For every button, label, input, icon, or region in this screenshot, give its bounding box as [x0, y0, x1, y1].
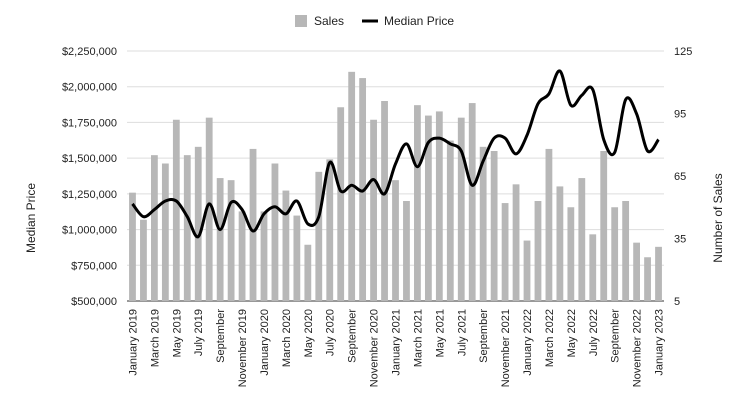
sales-bar — [129, 192, 136, 301]
left-tick-label: $1,500,000 — [62, 153, 117, 165]
x-tick-label: May 2022 — [566, 309, 578, 357]
sales-bar — [205, 117, 213, 302]
left-tick-label: $500,000 — [71, 296, 117, 308]
left-axis-title: Median Price — [24, 183, 38, 253]
sales-bar — [140, 219, 147, 301]
sales-bar — [414, 105, 421, 302]
sales-bar — [260, 211, 268, 301]
x-tick-label: July 2021 — [456, 309, 468, 356]
right-tick-label: 65 — [674, 171, 686, 183]
x-tick-label: September — [478, 309, 490, 363]
sales-bar — [501, 203, 509, 301]
sales-bar — [315, 171, 323, 301]
sales-bar — [655, 246, 662, 301]
sales-bar — [392, 180, 399, 301]
sales-bar — [424, 115, 432, 301]
sales-bar — [468, 103, 476, 301]
x-tick-label: November 2020 — [369, 309, 381, 387]
x-tick-label: March 2022 — [544, 309, 556, 367]
legend: Sales Median Price — [295, 14, 454, 28]
sales-bar — [644, 257, 651, 301]
x-tick-label: January 2019 — [127, 309, 139, 376]
x-tick-label: May 2019 — [171, 309, 183, 357]
sales-bar — [622, 201, 630, 301]
sales-bar — [282, 190, 290, 301]
x-tick-label: May 2021 — [434, 309, 446, 357]
sales-bar — [238, 211, 246, 301]
legend-label-sales: Sales — [314, 14, 344, 28]
sales-bar — [490, 151, 498, 301]
x-tick-label: March 2019 — [149, 309, 161, 367]
sales-bar — [161, 163, 169, 301]
sales-bar — [249, 148, 257, 301]
left-axis-ticks: $500,000 $750,000 $1,000,000 $1,250,000 $1,5… — [62, 46, 117, 308]
x-tick-label: March 2021 — [412, 309, 424, 367]
x-tick-label: January 2023 — [654, 309, 666, 376]
sales-bar — [151, 155, 158, 301]
sales-bar — [183, 155, 191, 301]
sales-bar — [381, 101, 388, 301]
sales-bar — [446, 140, 454, 301]
left-tick-label: $2,250,000 — [62, 46, 117, 58]
sales-bar — [271, 163, 279, 301]
sales-bar — [600, 151, 608, 301]
sales-bar — [457, 117, 465, 302]
left-tick-label: $1,000,000 — [62, 225, 117, 237]
x-tick-label: May 2020 — [303, 309, 315, 357]
sales-bar — [512, 184, 520, 301]
right-tick-label: 5 — [674, 296, 680, 308]
sales-bars — [129, 71, 662, 302]
x-tick-label: July 2020 — [325, 309, 337, 356]
x-tick-label: January 2021 — [391, 309, 403, 376]
sales-bar — [633, 242, 640, 301]
x-tick-label: September — [610, 309, 622, 363]
sales-bar — [337, 107, 345, 301]
sales-bar — [304, 244, 312, 301]
median-price-line — [131, 69, 660, 239]
x-tick-label: March 2020 — [281, 309, 293, 367]
x-tick-label: November 2022 — [632, 309, 644, 387]
sales-bar — [370, 119, 377, 301]
x-tick-label: September — [347, 309, 359, 363]
sales-bar — [567, 207, 575, 301]
right-tick-label: 95 — [674, 109, 686, 121]
x-tick-label: November 2021 — [500, 309, 512, 387]
sales-bar — [479, 146, 487, 301]
sales-bar — [523, 240, 531, 301]
sales-bar — [326, 159, 334, 301]
left-tick-label: $1,250,000 — [62, 189, 117, 201]
sales-bar — [578, 178, 586, 301]
x-tick-label: January 2020 — [259, 309, 271, 376]
x-axis-ticks: January 2019 March 2019 May 2019 July 2019 S… — [127, 309, 665, 388]
sales-bar — [556, 186, 564, 301]
sales-bar — [227, 180, 235, 301]
right-tick-label: 35 — [674, 234, 686, 246]
sales-bar — [545, 148, 553, 301]
sales-bar — [216, 178, 224, 301]
x-tick-label: July 2019 — [193, 309, 205, 356]
x-tick-label: January 2022 — [522, 309, 534, 376]
right-tick-label: 125 — [674, 46, 692, 58]
legend-label-median-price: Median Price — [384, 14, 454, 28]
left-tick-label: $1,750,000 — [62, 117, 117, 129]
sales-bar — [435, 111, 443, 302]
sales-bar — [403, 201, 410, 301]
left-tick-label: $2,000,000 — [62, 82, 117, 94]
sales-bar — [534, 201, 542, 301]
sales-bar — [611, 207, 619, 301]
sales-bar — [293, 215, 301, 301]
sales-bar — [172, 119, 180, 301]
right-axis-title: Number of Sales — [711, 173, 725, 262]
x-tick-label: November 2019 — [237, 309, 249, 387]
sales-bar — [589, 234, 597, 301]
sales-bar — [194, 146, 202, 301]
right-axis-ticks: 5 35 65 95 125 — [674, 46, 692, 308]
legend-swatch-sales — [295, 15, 307, 27]
left-tick-label: $750,000 — [71, 260, 117, 272]
x-tick-label: September — [215, 309, 227, 363]
median-price-line-path — [131, 69, 660, 239]
x-tick-label: July 2022 — [588, 309, 600, 356]
